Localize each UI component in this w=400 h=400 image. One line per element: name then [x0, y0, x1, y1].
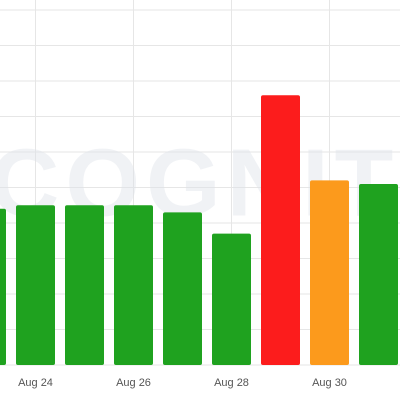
x-tick-label: Aug 26 — [116, 377, 151, 389]
x-tick-label: Aug 30 — [312, 377, 347, 389]
bar — [310, 180, 349, 365]
bar — [16, 205, 55, 365]
bar — [212, 233, 251, 365]
bar — [163, 212, 202, 365]
bar — [65, 205, 104, 365]
bar — [114, 205, 153, 365]
bar — [359, 183, 398, 365]
bar — [0, 208, 6, 365]
x-tick-label: Aug 28 — [214, 377, 249, 389]
bar — [261, 95, 300, 365]
x-tick-label: Aug 24 — [18, 377, 53, 389]
